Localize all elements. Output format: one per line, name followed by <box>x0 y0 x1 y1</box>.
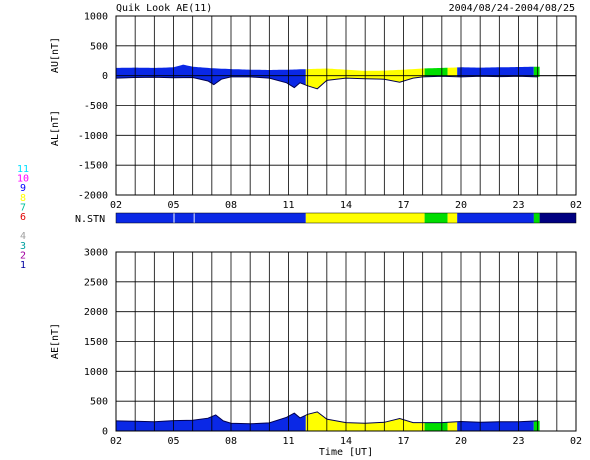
au-al-segment-5 <box>533 66 540 77</box>
au-al-segment-0 <box>116 64 306 88</box>
ae-x-ticks: 02 05 08 11 14 17 20 23 02 <box>110 436 582 447</box>
ae-ytick-5: 500 <box>90 397 108 408</box>
ae-segment-0 <box>116 413 306 431</box>
nstn-segment-1 <box>174 213 194 223</box>
legend-label-7: 7 <box>20 202 26 213</box>
ae-xtick-8: 02 <box>570 436 582 447</box>
au-al-ytick-3: -500 <box>84 101 108 112</box>
au-al-xtick-1: 05 <box>167 200 179 211</box>
au-al-xtick-4: 14 <box>340 200 352 211</box>
legend-label-5: 5 <box>20 222 26 233</box>
legend-label-2: 2 <box>20 250 26 261</box>
au-axis-label: AU[nT] <box>50 37 61 73</box>
ae-segment-1 <box>305 412 425 431</box>
ae-ytick-4: 1000 <box>84 367 108 378</box>
au-al-ytick-1: 500 <box>90 41 108 52</box>
ae-panel: 3000 2500 2000 1500 1000 500 0 02 05 08 11 14 17 20 2… <box>50 248 582 459</box>
ae-xtick-6: 20 <box>455 436 467 447</box>
au-al-panel: 1000 500 0 -500 -1000 -1500 -2000 02 05 08 11 14 17… <box>50 12 582 212</box>
al-axis-label: AL[nT] <box>50 110 61 146</box>
nstn-segment-2 <box>194 213 306 223</box>
au-al-xtick-6: 20 <box>455 200 467 211</box>
nstn-segment-8 <box>539 213 576 223</box>
ae-ytick-3: 1500 <box>84 337 108 348</box>
au-al-grid <box>116 15 576 196</box>
ae-segment-2 <box>424 422 448 431</box>
au-al-x-ticks: 02 05 08 11 14 17 20 23 02 <box>110 200 582 211</box>
date-range: 2004/08/24-2004/08/25 <box>449 3 575 14</box>
au-al-xtick-8: 02 <box>570 200 582 211</box>
ae-ytick-0: 3000 <box>84 248 108 259</box>
ae-xtick-4: 14 <box>340 436 352 447</box>
au-al-xtick-2: 08 <box>225 200 237 211</box>
au-al-xtick-5: 17 <box>397 200 409 211</box>
au-al-ytick-4: -1000 <box>78 131 108 142</box>
nstn-segments <box>116 213 576 223</box>
ae-xtick-5: 17 <box>397 436 409 447</box>
legend-label-8: 8 <box>20 193 26 204</box>
nstn-label: N.STN <box>75 214 105 225</box>
au-al-ytick-5: -1500 <box>78 161 108 172</box>
au-al-ytick-2: 0 <box>102 71 108 82</box>
au-al-xtick-7: 23 <box>512 200 524 211</box>
au-al-frame <box>115 15 577 196</box>
station-number-bar: N.STN <box>75 212 577 225</box>
ae-ytick-2: 2000 <box>84 307 108 318</box>
ae-ytick-6: 0 <box>102 427 108 438</box>
ae-xtick-7: 23 <box>512 436 524 447</box>
legend-label-4: 4 <box>20 231 26 242</box>
nstn-segment-3 <box>305 213 425 223</box>
au-al-ytick-0: 1000 <box>84 12 108 23</box>
legend-label-11: 11 <box>17 164 29 175</box>
au-al-ytick-6: -2000 <box>78 191 108 202</box>
chart-title: Quik Look AE(11) <box>116 3 212 14</box>
ae-frame <box>115 251 577 432</box>
au-al-segment-4 <box>457 66 534 77</box>
ae-xtick-0: 02 <box>110 436 122 447</box>
legend-label-10: 10 <box>17 174 29 185</box>
ae-segment-5 <box>533 420 540 431</box>
nstn-segment-0 <box>116 213 174 223</box>
legend-label-6: 6 <box>20 212 26 223</box>
legend-label-1: 1 <box>20 260 26 271</box>
ae-xtick-1: 05 <box>167 436 179 447</box>
nstn-segment-7 <box>533 213 540 223</box>
nstn-segment-6 <box>457 213 534 223</box>
ae-segment-4 <box>457 421 534 431</box>
ae-segment-3 <box>447 421 458 431</box>
ae-axis-label: AE[nT] <box>50 323 61 359</box>
ae-xtick-2: 08 <box>225 436 237 447</box>
au-al-segment-3 <box>447 67 458 77</box>
au-al-y-ticks: 1000 500 0 -500 -1000 -1500 -2000 <box>78 12 108 202</box>
time-axis-label: Time [UT] <box>319 447 373 458</box>
legend-label-9: 9 <box>20 183 26 194</box>
nstn-segment-5 <box>447 213 458 223</box>
ae-ytick-1: 2500 <box>84 277 108 288</box>
au-al-xtick-0: 02 <box>110 200 122 211</box>
nstn-segment-4 <box>424 213 448 223</box>
ae-xtick-3: 11 <box>282 436 294 447</box>
legend-label-3: 3 <box>20 241 26 252</box>
ae-grid <box>116 251 576 432</box>
ae-y-ticks: 3000 2500 2000 1500 1000 500 0 <box>84 248 108 438</box>
nstn-frame <box>115 212 577 224</box>
ae-fill-group <box>115 411 540 431</box>
au-al-xtick-3: 11 <box>282 200 294 211</box>
